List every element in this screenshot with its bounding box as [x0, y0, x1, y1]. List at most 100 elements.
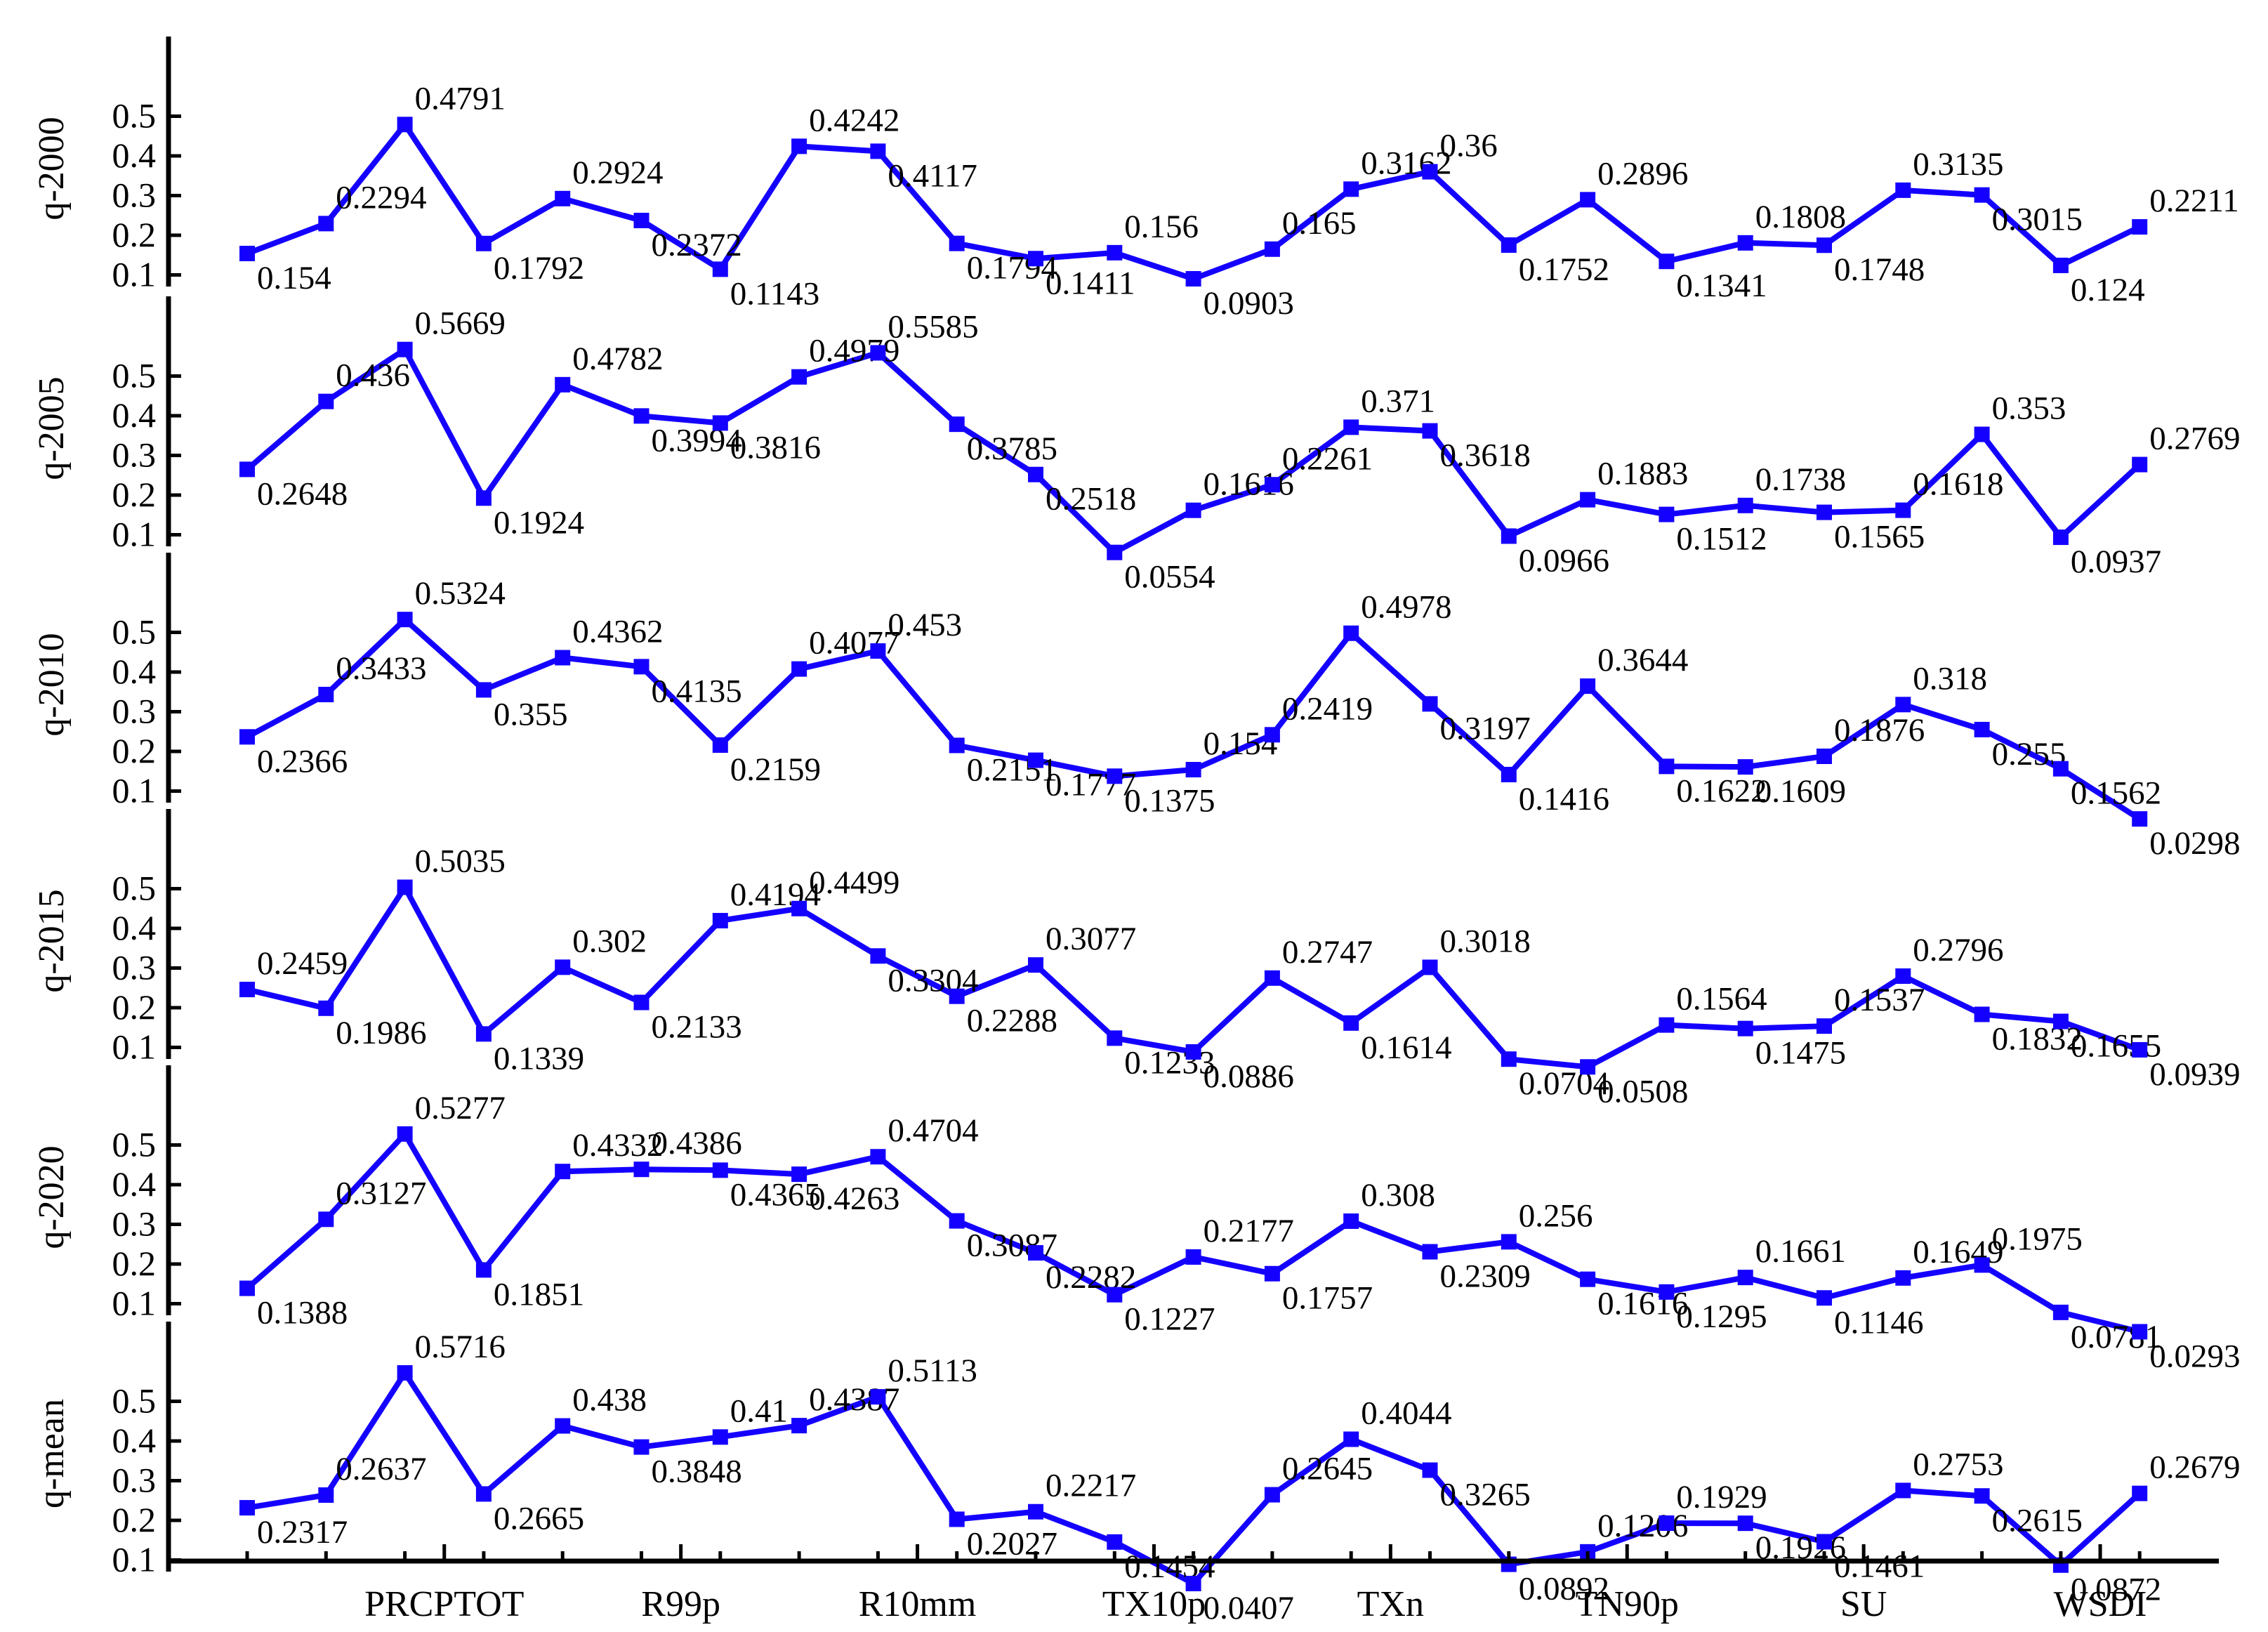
- data-label: 0.355: [494, 696, 568, 732]
- data-point-marker: [2052, 257, 2069, 273]
- data-label: 0.165: [1282, 205, 1357, 242]
- x-tick-label: SU: [1840, 1584, 1887, 1624]
- data-point-marker: [1580, 492, 1596, 508]
- y-tick-label: 0.5: [112, 1125, 157, 1164]
- data-label: 0.4386: [652, 1125, 742, 1162]
- data-point-marker: [1817, 1018, 1832, 1034]
- y-tick-label: 0.5: [112, 96, 157, 136]
- y-tick-label: 0.1: [112, 1540, 157, 1579]
- data-point-marker: [2132, 1485, 2148, 1501]
- y-tick-label: 0.2: [112, 475, 157, 514]
- data-label: 0.453: [888, 607, 962, 643]
- data-label: 0.124: [2071, 272, 2145, 308]
- data-point-marker: [1264, 1265, 1280, 1282]
- data-label: 0.2294: [336, 179, 426, 216]
- data-point-marker: [1895, 182, 1911, 198]
- data-label: 0.0966: [1519, 542, 1609, 579]
- data-point-marker: [1185, 761, 1201, 777]
- y-axis-title: q-2005: [32, 376, 72, 480]
- data-label: 0.4242: [809, 102, 899, 138]
- data-point-marker: [475, 490, 492, 506]
- data-label: 0.1295: [1676, 1298, 1767, 1335]
- data-point-marker: [318, 393, 334, 409]
- data-point-marker: [1659, 1017, 1675, 1033]
- data-label: 0.3785: [967, 430, 1057, 467]
- y-axis-title: q-mean: [32, 1399, 72, 1508]
- data-label: 0.2924: [572, 154, 663, 191]
- data-point-marker: [949, 235, 965, 251]
- data-label: 0.3994: [652, 422, 742, 459]
- y-tick-label: 0.4: [112, 136, 157, 175]
- data-point-marker: [1737, 1270, 1753, 1286]
- y-tick-label: 0.2: [112, 987, 157, 1027]
- data-label: 0.156: [1124, 209, 1199, 245]
- data-label: 0.0892: [1519, 1571, 1609, 1607]
- data-label: 0.0704: [1519, 1065, 1609, 1102]
- data-point-marker: [1659, 1284, 1675, 1300]
- data-label: 0.4332: [572, 1127, 663, 1164]
- data-label: 0.2419: [1282, 690, 1373, 727]
- data-point-marker: [2052, 1013, 2069, 1029]
- data-point-marker: [2132, 811, 2148, 827]
- data-point-marker: [318, 1000, 334, 1016]
- data-point-marker: [2132, 1041, 2148, 1058]
- data-label: 0.1143: [730, 275, 820, 312]
- data-label: 0.1757: [1282, 1280, 1373, 1317]
- data-label: 0.353: [1992, 390, 2066, 427]
- data-point-marker: [397, 1365, 413, 1381]
- data-point-marker: [1422, 164, 1438, 180]
- data-label: 0.4978: [1361, 589, 1451, 626]
- data-point-marker: [1264, 241, 1280, 257]
- y-tick-label: 0.4: [112, 395, 157, 435]
- data-label: 0.1748: [1834, 251, 1925, 288]
- data-label: 0.0937: [2071, 544, 2161, 580]
- data-label: 0.2282: [1046, 1259, 1136, 1296]
- data-point-marker: [555, 959, 571, 975]
- data-point-marker: [1185, 1576, 1201, 1592]
- data-label: 0.2753: [1913, 1446, 2003, 1482]
- data-label: 0.1832: [1992, 1020, 2083, 1057]
- data-point-marker: [555, 1418, 571, 1434]
- data-label: 0.1339: [494, 1040, 584, 1077]
- data-point-marker: [1817, 749, 1832, 765]
- data-label: 0.308: [1361, 1177, 1435, 1213]
- data-label: 0.1777: [1046, 767, 1136, 803]
- data-label: 0.2796: [1913, 932, 2003, 968]
- data-label: 0.4365: [730, 1176, 821, 1213]
- data-point-marker: [1107, 1030, 1123, 1046]
- data-point-marker: [870, 643, 886, 659]
- data-point-marker: [397, 879, 413, 895]
- data-point-marker: [791, 138, 807, 154]
- data-label: 0.0407: [1204, 1590, 1294, 1626]
- data-point-marker: [1422, 959, 1438, 975]
- data-label: 0.1929: [1676, 1479, 1767, 1515]
- data-label: 0.2151: [967, 751, 1057, 788]
- data-label: 0.371: [1361, 383, 1435, 419]
- data-label: 0.256: [1519, 1197, 1593, 1234]
- data-point-marker: [1817, 237, 1832, 254]
- y-tick-label: 0.5: [112, 356, 157, 395]
- data-label: 0.1475: [1755, 1035, 1846, 1072]
- data-label: 0.1661: [1755, 1233, 1846, 1270]
- data-point-marker: [1580, 1059, 1596, 1075]
- data-label: 0.2317: [257, 1514, 348, 1551]
- data-point-marker: [1264, 477, 1280, 493]
- data-point-marker: [1974, 1488, 1990, 1504]
- y-tick-label: 0.4: [112, 1421, 157, 1460]
- data-label: 0.2769: [2149, 421, 2240, 457]
- data-point-marker: [712, 261, 728, 277]
- data-label: 0.2261: [1282, 440, 1373, 477]
- data-point-marker: [1580, 678, 1596, 695]
- data-point-marker: [1264, 727, 1280, 743]
- data-point-marker: [949, 416, 965, 433]
- data-point-marker: [870, 948, 886, 964]
- data-label: 0.3015: [1992, 202, 2083, 238]
- data-label: 0.4499: [809, 864, 899, 901]
- data-label: 0.5035: [415, 843, 506, 880]
- data-point-marker: [1264, 1487, 1280, 1503]
- y-tick-label: 0.4: [112, 1164, 157, 1204]
- data-point-marker: [2052, 529, 2069, 546]
- data-label: 0.1512: [1676, 521, 1767, 558]
- data-point-marker: [555, 190, 571, 206]
- y-tick-label: 0.5: [112, 869, 157, 908]
